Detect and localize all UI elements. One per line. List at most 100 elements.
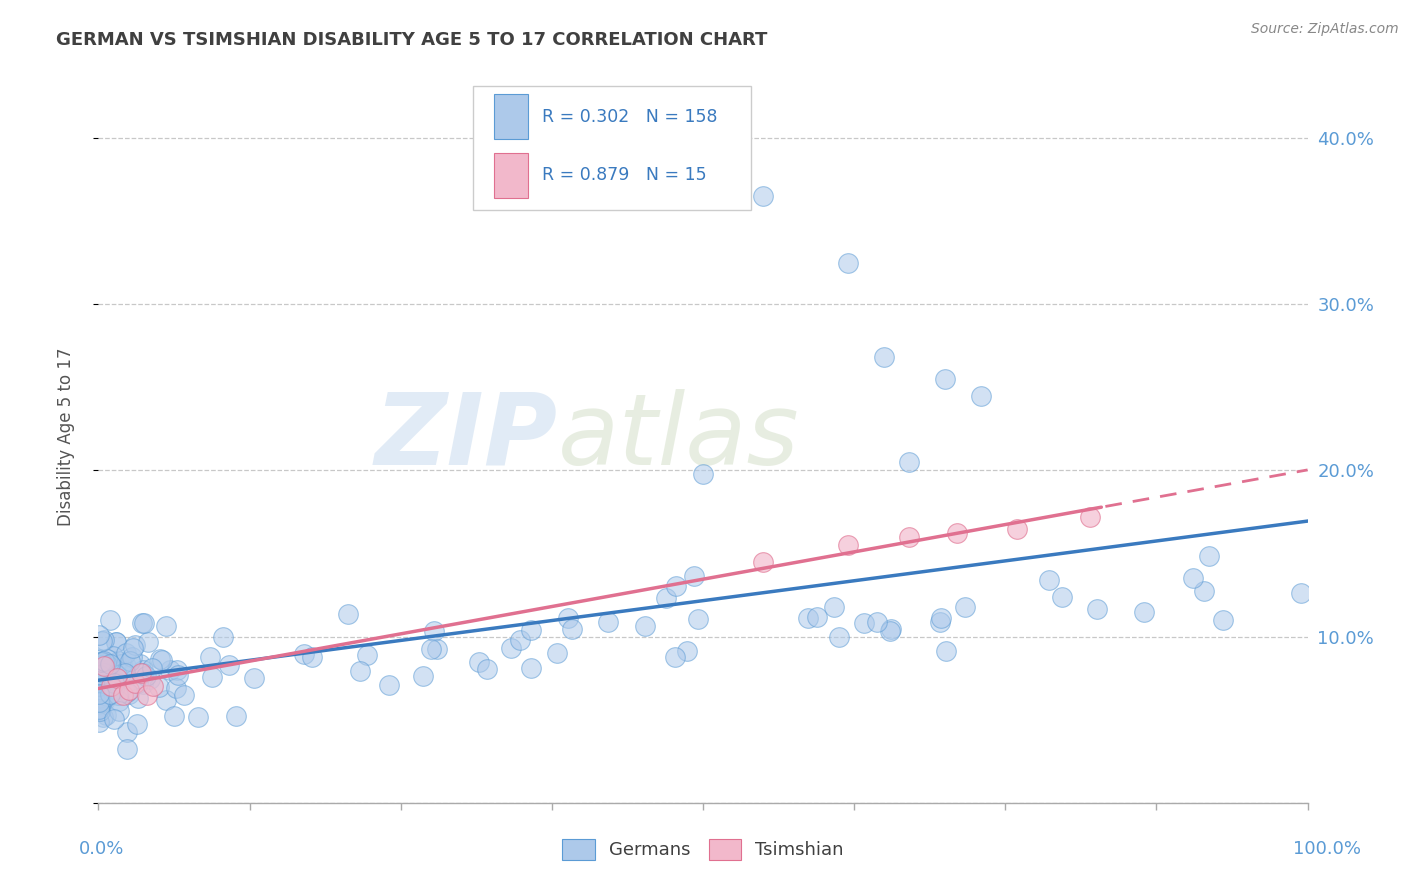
Point (121, 649, 143, 664)
Point (103, 681, 125, 696)
Point (187, 710, 209, 724)
Point (828, 630, 851, 644)
Point (946, 526, 969, 541)
Point (225, 709, 247, 723)
Point (105, 667, 128, 681)
Point (96, 652, 118, 666)
Point (1050, 591, 1073, 605)
Point (87, 628, 110, 642)
Point (520, 623, 543, 637)
Point (107, 654, 129, 668)
Point (87, 673, 110, 688)
Point (124, 676, 146, 690)
Point (101, 648, 124, 663)
Point (98, 678, 121, 692)
Point (136, 635, 159, 649)
Point (149, 652, 172, 666)
Text: 0.0%: 0.0% (79, 840, 124, 858)
Point (211, 630, 233, 644)
Point (87, 660, 110, 674)
Point (94, 693, 117, 707)
Point (378, 677, 401, 691)
Point (89, 698, 111, 712)
Point (89, 704, 111, 718)
Point (159, 663, 181, 677)
Point (103, 682, 125, 697)
Point (103, 712, 125, 726)
Text: 100.0%: 100.0% (1294, 840, 1361, 858)
Point (349, 665, 371, 679)
Point (96, 657, 118, 671)
Point (879, 623, 901, 637)
Point (928, 615, 950, 629)
Point (115, 659, 138, 673)
Point (752, 555, 775, 569)
Text: Source: ZipAtlas.com: Source: ZipAtlas.com (1251, 22, 1399, 37)
Point (141, 661, 163, 675)
Point (98, 686, 121, 700)
Point (127, 675, 149, 690)
Point (142, 680, 165, 694)
Point (111, 688, 134, 702)
Point (806, 609, 828, 624)
Point (546, 646, 568, 660)
Point (499, 641, 522, 656)
Point (155, 692, 177, 706)
Point (1289, 586, 1312, 600)
Point (477, 662, 499, 676)
Point (103, 676, 125, 690)
Point (115, 724, 138, 739)
Point (1038, 573, 1060, 587)
Point (837, 538, 859, 552)
Point (155, 619, 177, 633)
Point (127, 690, 149, 705)
Point (520, 661, 543, 675)
Point (166, 663, 188, 677)
Point (596, 615, 619, 629)
Point (87, 652, 110, 666)
Point (676, 644, 699, 658)
Text: atlas: atlas (558, 389, 800, 485)
Point (90, 693, 112, 707)
Point (655, 591, 678, 605)
Point (93, 659, 115, 673)
Point (897, 530, 920, 544)
Point (509, 632, 531, 647)
Y-axis label: Disability Age 5 to 17: Disability Age 5 to 17 (56, 348, 75, 526)
Point (1133, 606, 1156, 620)
Point (866, 615, 889, 629)
Point (101, 685, 124, 699)
Point (1007, 521, 1029, 535)
Point (935, 644, 957, 658)
Point (412, 669, 434, 683)
Point (93, 632, 115, 647)
Point (103, 676, 125, 690)
Point (1198, 549, 1220, 564)
Point (561, 623, 583, 637)
Point (111, 657, 134, 671)
FancyBboxPatch shape (494, 94, 527, 139)
Point (90, 658, 112, 673)
Point (98, 660, 121, 674)
Point (90, 655, 112, 669)
Point (89, 714, 111, 729)
Point (105, 656, 128, 670)
Point (853, 615, 876, 630)
Point (336, 607, 359, 621)
Point (91, 710, 114, 724)
Point (104, 634, 127, 648)
Point (107, 688, 129, 702)
Point (129, 666, 152, 681)
Point (128, 657, 150, 671)
Point (104, 675, 127, 690)
Text: R = 0.302   N = 158: R = 0.302 N = 158 (543, 108, 717, 126)
Point (1085, 602, 1108, 616)
Point (356, 648, 378, 662)
Point (97, 688, 120, 702)
FancyBboxPatch shape (474, 86, 751, 211)
Point (664, 649, 686, 664)
Point (108, 694, 131, 708)
Point (167, 667, 190, 681)
Point (108, 704, 131, 718)
Point (98, 685, 121, 699)
